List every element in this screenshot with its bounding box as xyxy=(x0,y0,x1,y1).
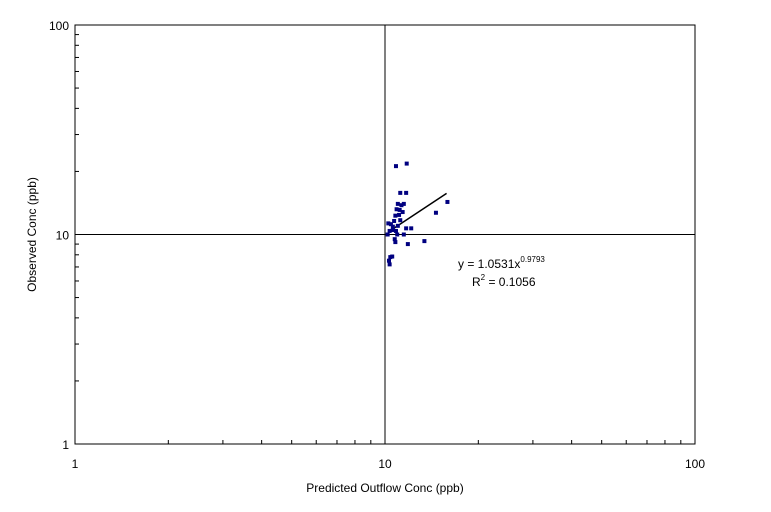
data-point xyxy=(422,239,427,244)
r-squared-label: R2 = 0.1056 xyxy=(472,273,536,289)
data-point xyxy=(388,222,393,227)
data-point xyxy=(386,221,391,226)
x-tick-label: 100 xyxy=(685,457,705,471)
equation-exponent: 0.9793 xyxy=(520,255,545,264)
data-point xyxy=(399,203,404,208)
data-point xyxy=(397,212,402,217)
data-point xyxy=(433,210,438,215)
data-point xyxy=(393,228,398,233)
data-point xyxy=(392,237,397,242)
data-point xyxy=(386,258,391,263)
y-axis-title: Observed Conc (ppb) xyxy=(25,177,39,292)
r2-value: = 0.1056 xyxy=(485,275,536,289)
data-point xyxy=(401,201,406,206)
y-tick-label: 10 xyxy=(56,229,70,243)
data-point xyxy=(395,223,400,228)
data-point xyxy=(395,201,400,206)
x-tick-label: 1 xyxy=(72,457,79,471)
data-point xyxy=(387,228,392,233)
data-point xyxy=(392,218,397,223)
data-point xyxy=(393,164,398,169)
data-point xyxy=(401,232,406,237)
data-point xyxy=(394,207,399,212)
equation-base: y = 1.0531x xyxy=(458,257,520,271)
x-axis-title: Predicted Outflow Conc (ppb) xyxy=(306,481,463,495)
data-point xyxy=(404,190,409,195)
data-point xyxy=(409,226,414,231)
data-point xyxy=(398,218,403,223)
x-tick-label: 10 xyxy=(378,457,392,471)
data-point xyxy=(405,242,410,247)
data-points xyxy=(385,161,450,267)
data-point xyxy=(387,262,392,267)
data-point xyxy=(390,224,395,229)
data-point xyxy=(404,161,409,166)
data-point xyxy=(390,228,395,233)
x-tick-labels: 1 10 100 xyxy=(72,457,706,471)
minor-ticks xyxy=(75,34,682,444)
data-point xyxy=(395,232,400,237)
y-tick-label: 100 xyxy=(49,19,69,33)
data-point xyxy=(398,190,403,195)
data-point xyxy=(397,207,402,212)
data-point xyxy=(400,210,405,215)
data-point xyxy=(404,226,409,231)
trendline-equation: y = 1.0531x0.9793 xyxy=(458,255,545,271)
y-tick-labels: 1 10 100 xyxy=(49,19,69,452)
r2-exponent: 2 xyxy=(481,273,486,282)
r2-prefix: R xyxy=(472,275,481,289)
data-point xyxy=(445,199,450,204)
data-point xyxy=(385,232,390,237)
data-point xyxy=(390,254,395,259)
y-tick-label: 1 xyxy=(62,438,69,452)
data-point xyxy=(393,240,398,245)
gridlines xyxy=(74,24,696,445)
data-point xyxy=(393,213,398,218)
